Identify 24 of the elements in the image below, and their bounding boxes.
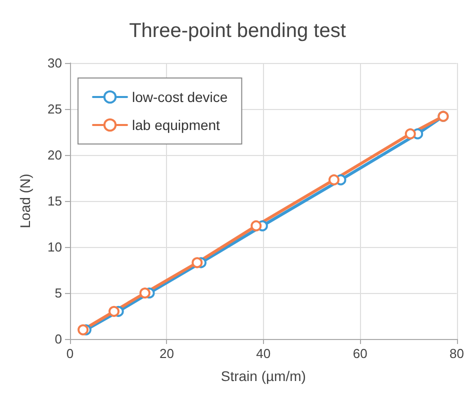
x-tick-label: 0 xyxy=(66,346,74,361)
y-axis-title: Load (N) xyxy=(17,174,33,228)
point xyxy=(250,220,262,232)
point xyxy=(108,306,120,317)
y-tick-label: 30 xyxy=(48,56,62,70)
x-tick-label: 40 xyxy=(256,346,271,361)
point xyxy=(139,288,150,298)
y-tick-label: 15 xyxy=(48,194,62,208)
y-tick-label: 10 xyxy=(48,240,62,254)
y-tick-label: 5 xyxy=(54,286,62,300)
chart-title: Three-point bending test xyxy=(129,20,346,42)
x-tick-label: 20 xyxy=(159,346,174,361)
point xyxy=(328,174,340,186)
y-tick-label: 25 xyxy=(48,102,62,116)
legend-label: low-cost device xyxy=(132,89,228,105)
point xyxy=(78,324,89,336)
point xyxy=(404,128,416,140)
point xyxy=(192,257,203,268)
x-tick-label: 60 xyxy=(352,346,368,361)
legend-label: lab equipment xyxy=(132,117,220,133)
x-axis-title: Strain (µm/m) xyxy=(220,368,306,384)
y-tick-label: 20 xyxy=(48,148,62,162)
y-tick-label: 0 xyxy=(54,332,62,346)
x-tick-label: 80 xyxy=(450,346,464,361)
